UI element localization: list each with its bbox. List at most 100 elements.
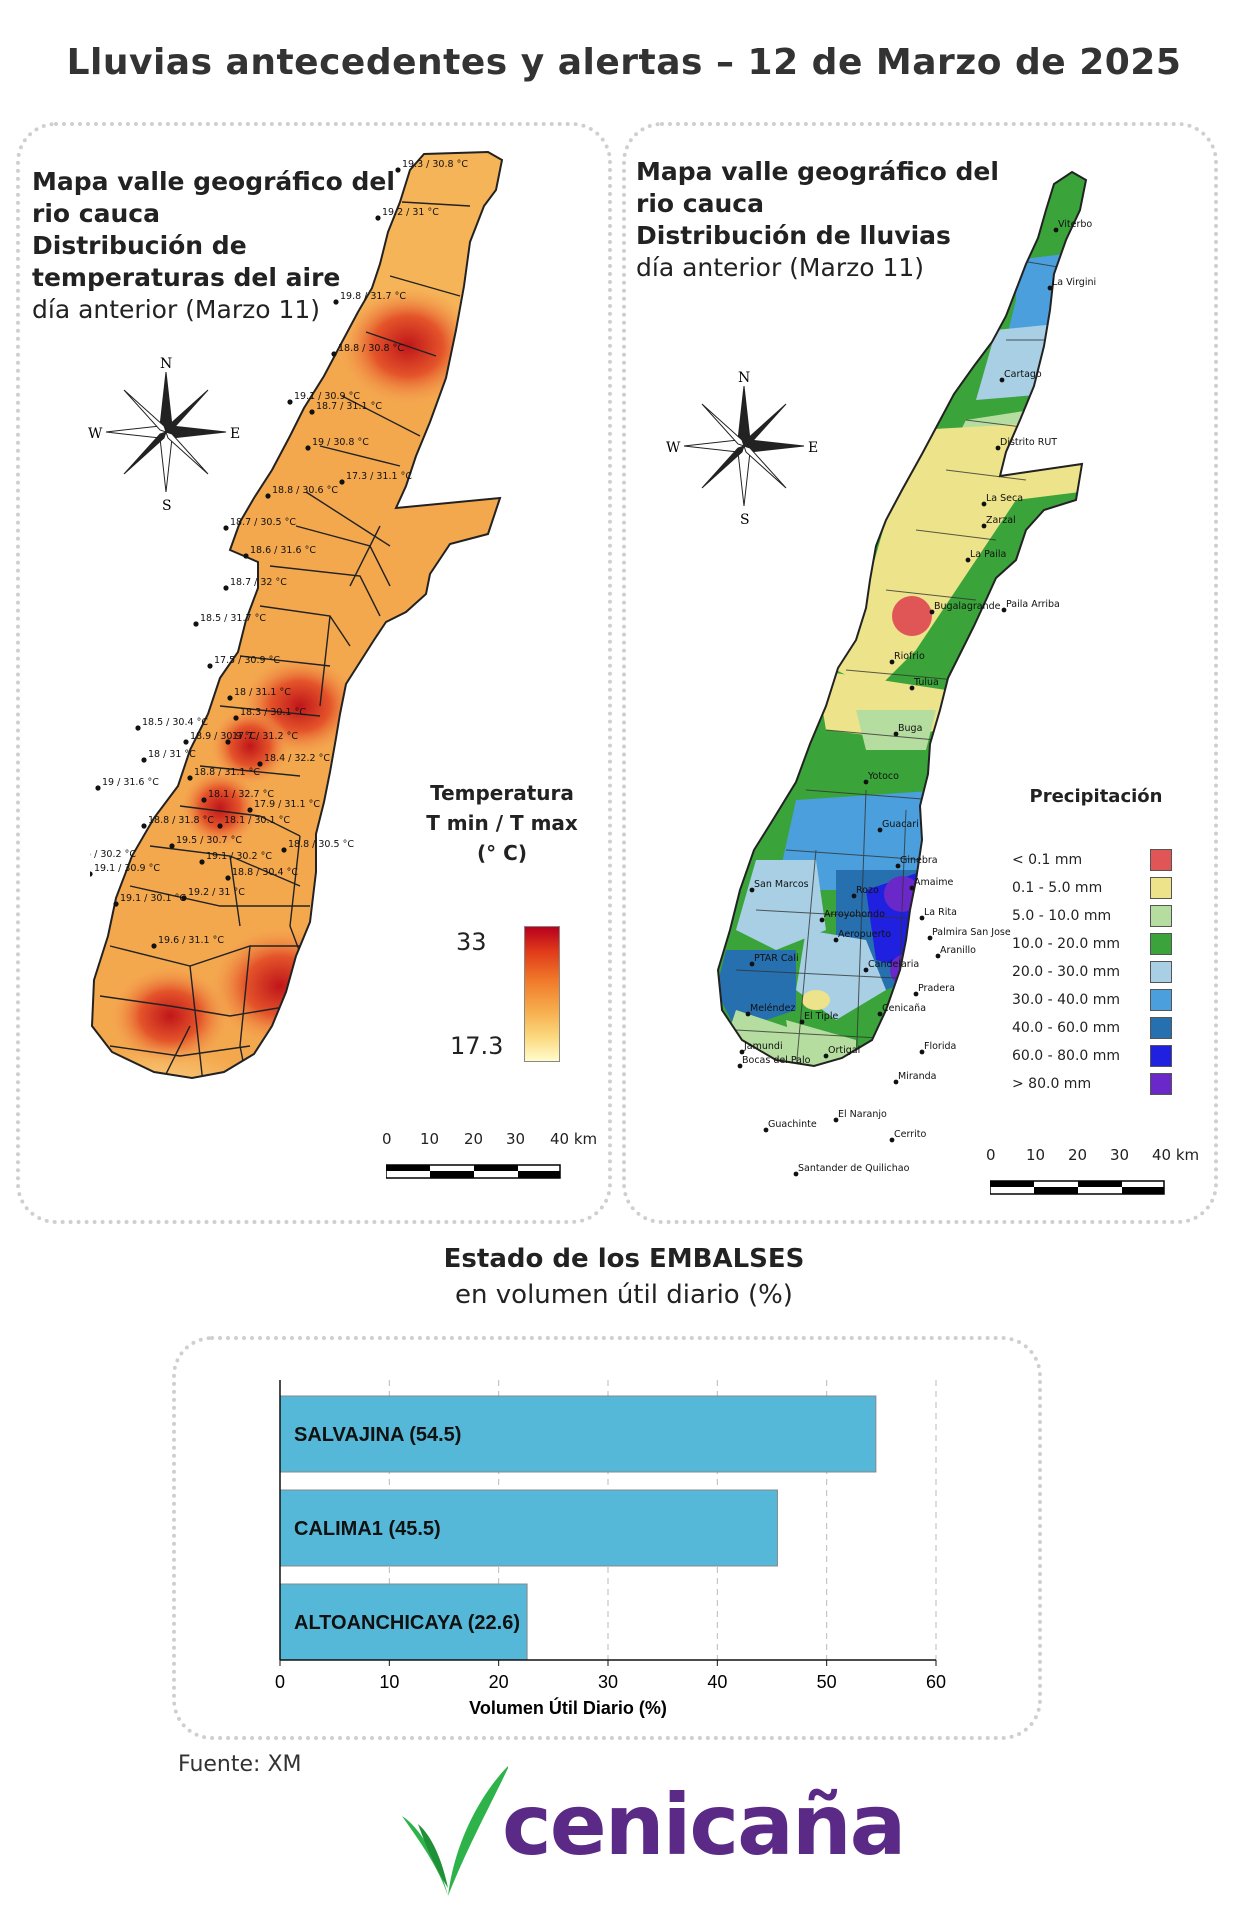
rain-legend-title: Precipitación (1029, 786, 1163, 807)
station-label: 18.8 / 30.6 °C (272, 485, 338, 496)
station-dot (223, 585, 229, 591)
temp-legend-max: 33 (456, 928, 487, 956)
station-label: 18.6 / 31.6 °C (250, 545, 316, 556)
legend-item: 0.1 - 5.0 mm (1012, 874, 1172, 902)
place-label: Santander de Quilichao (798, 1163, 910, 1174)
place-label: Amaime (914, 877, 953, 888)
place-label: Aranillo (940, 945, 976, 956)
place-dot (737, 1063, 743, 1069)
place-label: Yotoco (867, 771, 899, 782)
station-dot (90, 871, 93, 877)
legend-item-label: 10.0 - 20.0 mm (1012, 936, 1121, 952)
station-label: 18.8 / 30.4 °C (232, 867, 298, 878)
station-label: 18.8 / 31.8 °C (148, 815, 214, 826)
legend-item: 10.0 - 20.0 mm (1012, 930, 1172, 958)
rainfall-map-panel (622, 122, 1218, 1224)
compass-rose-icon: N S W E (88, 356, 240, 512)
reservoir-section-title: Estado de los EMBALSES (443, 1244, 805, 1274)
place-label: Miranda (898, 1071, 936, 1082)
legend-item-label: < 0.1 mm (1012, 852, 1083, 868)
station-dot (141, 757, 147, 763)
station-label: 19.2 / 31 °C (188, 887, 245, 898)
station-dot (217, 823, 223, 829)
place-label: La Seca (986, 493, 1023, 504)
place-label: Guacari (882, 819, 919, 830)
place-dot (1047, 285, 1053, 291)
place-label: Riofrio (894, 651, 925, 662)
temp-legend-line: (° C) (477, 841, 527, 865)
cenicana-leaf-icon (402, 1766, 508, 1896)
station-dot (199, 859, 205, 865)
station-label: 18.5 / 31.7 °C (200, 613, 266, 624)
station-dot (201, 797, 207, 803)
x-tick-label: 40 (707, 1672, 727, 1692)
place-dot (863, 779, 869, 785)
station-dot (135, 725, 141, 731)
station-label: 19.2 / 31 °C (382, 207, 439, 218)
legend-item-label: 20.0 - 30.0 mm (1012, 964, 1121, 980)
place-label: Meléndez (750, 1003, 795, 1014)
svg-text:E: E (230, 426, 240, 442)
scale-tick-label: 40 km (550, 1130, 598, 1148)
bar-label: ALTOANCHICAYA (22.6) (294, 1612, 520, 1634)
temp-subtitle: día anterior (Marzo 11) (32, 295, 321, 324)
svg-text:W: W (666, 440, 681, 456)
rain-scale-bar (990, 1180, 1165, 1195)
scale-tick-label: 0 (986, 1146, 996, 1164)
place-label: Palmira San Jose (932, 927, 1011, 938)
station-label: 18.8 / 31.1 °C (194, 767, 260, 778)
station-label: 18.7 / 31.1 °C (316, 401, 382, 412)
rain-subtitle: día anterior (Marzo 11) (636, 253, 925, 282)
legend-swatch (1150, 961, 1172, 983)
x-axis-label: Volumen Útil Diario (%) (469, 1697, 667, 1718)
legend-item: 5.0 - 10.0 mm (1012, 902, 1172, 930)
place-dot (909, 685, 915, 691)
legend-swatch (1150, 1045, 1172, 1067)
station-dot (227, 695, 233, 701)
scale-tick-label: 10 (1026, 1146, 1046, 1164)
station-dot (151, 943, 157, 949)
place-label: Bocas del Palo (742, 1055, 811, 1066)
place-label: La Rita (924, 907, 957, 918)
place-label: Aeropuerto (838, 929, 891, 940)
station-dot (281, 847, 287, 853)
station-label: 18.7 / 32 °C (230, 577, 287, 588)
station-dot (207, 663, 213, 669)
station-dot (265, 493, 271, 499)
rain-heading-line: rio cauca (636, 189, 764, 218)
place-dot (851, 893, 857, 899)
place-dot (833, 937, 839, 943)
place-label: Cerrito (894, 1129, 926, 1140)
station-label: 18.4 / 32.2 °C (264, 753, 330, 764)
temp-legend-line: Temperatura (430, 781, 574, 805)
station-label: 19.1 / 30.9 °C (94, 863, 160, 874)
rain-panel-title: Mapa valle geográfico del rio cauca Dist… (636, 156, 999, 284)
station-label: 19 / 30.8 °C (312, 437, 369, 448)
temp-heading-line: Distribución de (32, 231, 247, 260)
legend-item-label: 5.0 - 10.0 mm (1012, 908, 1112, 924)
station-label: 18 / 31 °C (148, 749, 196, 760)
place-dot (833, 1117, 839, 1123)
place-label: Tulua (913, 677, 939, 688)
place-label: Florida (924, 1041, 956, 1052)
place-dot (927, 935, 933, 941)
place-label: Rozo (856, 885, 879, 896)
temp-heading-line: temperaturas del aire (32, 263, 341, 292)
station-label: 18.9 / 30.9 °C (190, 731, 256, 742)
place-dot (919, 1049, 925, 1055)
station-label: 18.5 / 30.4 °C (142, 717, 208, 728)
place-label: Buga (898, 723, 922, 734)
legend-swatch (1150, 989, 1172, 1011)
place-dot (995, 445, 1001, 451)
place-label: Cenicaña (882, 1003, 926, 1014)
place-dot (919, 915, 925, 921)
legend-item-label: 30.0 - 40.0 mm (1012, 992, 1121, 1008)
station-dot (331, 351, 337, 357)
rain-heading-bold: Distribución de lluvias (636, 221, 951, 250)
station-label: 18 / 31.1 °C (234, 687, 291, 698)
x-tick-label: 60 (926, 1672, 946, 1692)
source-note: Fuente: XM (178, 1752, 302, 1777)
scale-tick-label: 40 km (1152, 1146, 1200, 1164)
rain-heading-line: Mapa valle geográfico del (636, 157, 999, 186)
legend-item-label: 60.0 - 80.0 mm (1012, 1048, 1121, 1064)
